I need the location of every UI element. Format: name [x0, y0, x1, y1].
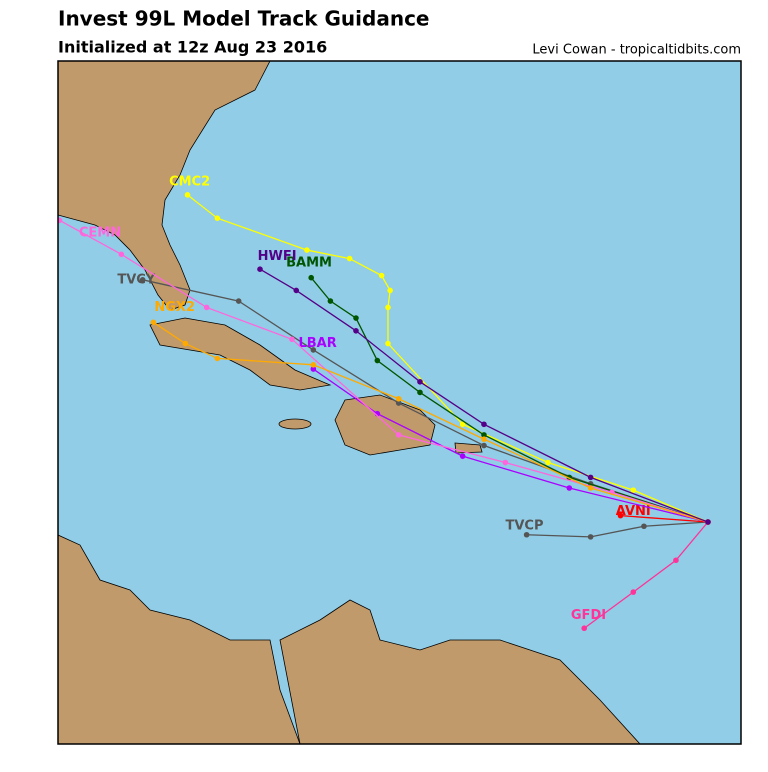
- track-point: [395, 400, 402, 406]
- land: [58, 61, 641, 744]
- title: Invest 99L Model Track Guidance: [58, 7, 430, 31]
- model-label: CMC2: [169, 175, 210, 190]
- track-point: [327, 298, 334, 304]
- track-point: [308, 274, 314, 281]
- track-point: [289, 336, 295, 343]
- model-label: TVCP: [505, 519, 543, 534]
- track-point: [395, 395, 402, 402]
- track-point: [310, 361, 317, 368]
- track-point: [182, 340, 189, 347]
- track-point: [587, 485, 594, 491]
- track-point: [214, 215, 221, 222]
- track-line: [583, 521, 709, 629]
- model-label: LBAR: [298, 336, 336, 351]
- track-line: [526, 521, 708, 538]
- track-line: [59, 219, 709, 523]
- track-point: [545, 459, 551, 466]
- model-label: HWFI: [258, 249, 297, 264]
- track-point: [214, 355, 221, 362]
- track-point: [374, 357, 381, 364]
- map-area: CMC2 TVCY GFDI TVCP AVNI BAMM LBAR CEMN NGX2 HWFI: [58, 61, 741, 744]
- track-point: [184, 192, 191, 198]
- track-point: [304, 247, 310, 253]
- track-point: [587, 474, 594, 481]
- model-label: BAMM: [286, 255, 332, 270]
- track-point: [385, 340, 391, 347]
- track-point: [481, 421, 487, 428]
- model-label: NGX2: [154, 300, 195, 315]
- track-point: [150, 319, 157, 326]
- track-line: [187, 194, 709, 523]
- track-point: [459, 421, 466, 428]
- track-line: [310, 277, 709, 523]
- model-label: CEMN: [79, 226, 121, 241]
- track-point: [581, 625, 588, 632]
- track-point: [673, 557, 679, 564]
- track-point: [58, 217, 63, 224]
- track-point: [395, 432, 402, 438]
- track-point: [387, 287, 393, 294]
- track-point: [417, 389, 423, 396]
- track-point: [566, 485, 573, 491]
- track-point: [257, 266, 263, 272]
- model-label: TVCY: [117, 272, 155, 287]
- track-point: [310, 347, 317, 353]
- model-label: AVNI: [616, 504, 651, 519]
- track-point: [481, 442, 487, 449]
- track-point: [417, 378, 423, 385]
- track-point: [502, 459, 509, 466]
- track-point: [705, 519, 711, 525]
- model-label: GFDI: [571, 608, 606, 623]
- track-point: [481, 436, 487, 442]
- track-point: [641, 523, 647, 530]
- track-point: [353, 315, 359, 321]
- track-point: [481, 432, 487, 438]
- track-point: [139, 277, 146, 283]
- frame: [57, 60, 742, 745]
- track-point: [385, 304, 391, 311]
- track-point: [630, 487, 637, 493]
- tracks: CMC2 TVCY GFDI TVCP AVNI BAMM LBAR CEMN NGX2 HWFI: [58, 175, 711, 632]
- track-point: [587, 534, 594, 540]
- track-point: [118, 251, 125, 258]
- track-point: [203, 304, 210, 311]
- subtitle: Initialized at 12z Aug 23 2016: [58, 38, 327, 57]
- track-point: [310, 366, 317, 372]
- track-point: [353, 328, 359, 334]
- track-point: [378, 272, 385, 279]
- track-point: [523, 531, 530, 538]
- track-point: [630, 589, 637, 595]
- credit: Levi Cowan - tropicaltidbits.com: [532, 43, 741, 58]
- track-line: [152, 321, 709, 523]
- track-point: [617, 512, 624, 519]
- track-point: [459, 453, 466, 459]
- track-point: [346, 255, 353, 262]
- track-point: [235, 298, 242, 304]
- track-line: [620, 514, 708, 523]
- track-point: [293, 287, 300, 294]
